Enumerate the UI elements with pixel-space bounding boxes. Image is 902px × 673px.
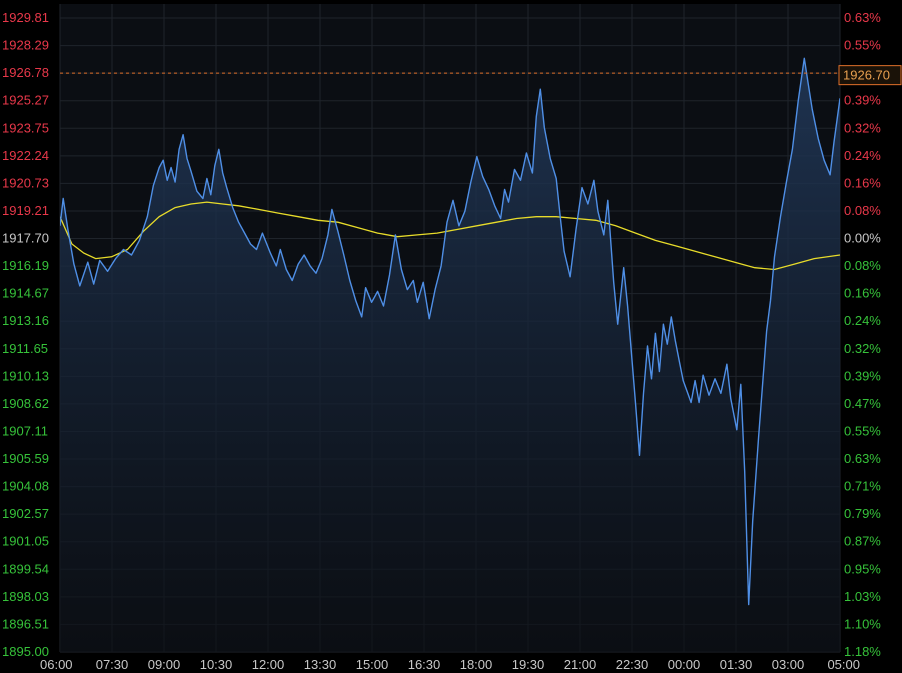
price-tick-label: 1929.81 xyxy=(2,10,49,25)
price-tick-label: 1905.59 xyxy=(2,451,49,466)
price-tick-label: 1925.27 xyxy=(2,93,49,108)
price-tick-label: 1896.51 xyxy=(2,616,49,631)
price-tick-label: 1913.16 xyxy=(2,313,49,328)
time-tick-label: 09:00 xyxy=(148,657,181,672)
price-tick-label: 1908.62 xyxy=(2,396,49,411)
percent-tick-label: 1.03% xyxy=(844,589,881,604)
percent-tick-label: 0.16% xyxy=(844,286,881,301)
percent-tick-label: 0.39% xyxy=(844,368,881,383)
percent-tick-label: 0.71% xyxy=(844,479,881,494)
price-tick-label: 1914.67 xyxy=(2,286,49,301)
percent-tick-label: 0.95% xyxy=(844,561,881,576)
price-tick-label: 1920.73 xyxy=(2,175,49,190)
current-price-box-rect xyxy=(838,65,902,86)
percent-tick-label: 0.08% xyxy=(844,203,881,218)
time-tick-label: 16:30 xyxy=(408,657,441,672)
percent-tick-label: 0.00% xyxy=(844,231,881,246)
price-tick-label: 1904.08 xyxy=(2,479,49,494)
percent-tick-label: 0.63% xyxy=(844,451,881,466)
time-tick-label: 07:30 xyxy=(96,657,129,672)
price-tick-label: 1907.11 xyxy=(2,423,48,438)
price-tick-label: 1922.24 xyxy=(2,148,49,163)
price-fill-area xyxy=(60,58,840,652)
price-tick-label: 1911.65 xyxy=(2,341,48,356)
percent-tick-label: 0.55% xyxy=(844,423,881,438)
left-price-axis: 1929.81 1928.29 1926.78 1925.27 1923.75 1922.… xyxy=(2,10,49,659)
price-tick-label: 1919.21 xyxy=(2,203,49,218)
price-tick-label: 1895.00 xyxy=(2,644,49,659)
price-tick-label: 1910.13 xyxy=(2,368,49,383)
time-tick-label: 12:00 xyxy=(252,657,285,672)
percent-tick-label: 0.63% xyxy=(844,10,881,25)
price-tick-label: 1926.78 xyxy=(2,65,49,80)
percent-tick-label: 0.24% xyxy=(844,148,881,163)
price-tick-label: 1923.75 xyxy=(2,120,49,135)
time-tick-label: 21:00 xyxy=(564,657,597,672)
time-tick-label: 13:30 xyxy=(304,657,337,672)
right-percent-axis: 0.63% 0.55% 0.47% 0.39% 0.32% 0.24% 0.16% 0.08%… xyxy=(844,10,881,659)
time-tick-label: 01:30 xyxy=(720,657,753,672)
percent-tick-label: 0.79% xyxy=(844,506,881,521)
percent-tick-label: 0.47% xyxy=(844,396,881,411)
average-line-path xyxy=(60,201,840,271)
price-area-fill xyxy=(60,58,840,652)
time-tick-label: 00:00 xyxy=(668,657,701,672)
average-line xyxy=(60,201,840,271)
price-tick-label: 1917.70 xyxy=(2,231,49,246)
percent-tick-label: 0.08% xyxy=(844,258,881,273)
percent-tick-label: 0.55% xyxy=(844,38,881,53)
time-axis: 06:00 07:30 09:00 10:30 12:00 13:30 15:00 16:30… xyxy=(40,657,860,672)
percent-tick-label: 1.18% xyxy=(844,644,881,659)
price-tick-label: 1902.57 xyxy=(2,506,49,521)
current-price-label: 1926.70 xyxy=(843,68,890,83)
price-tick-label: 1899.54 xyxy=(2,561,49,576)
price-tick-label: 1928.29 xyxy=(2,38,49,53)
price-line-path xyxy=(60,57,840,606)
percent-tick-label: 0.16% xyxy=(844,175,881,190)
price-tick-label: 1901.05 xyxy=(2,534,49,549)
current-price-box: 1926.70 xyxy=(838,65,902,86)
percent-tick-label: 0.39% xyxy=(844,93,881,108)
time-tick-label: 22:30 xyxy=(616,657,649,672)
time-tick-label: 10:30 xyxy=(200,657,233,672)
time-tick-label: 05:00 xyxy=(827,657,860,672)
percent-tick-label: 1.10% xyxy=(844,616,881,631)
time-tick-label: 06:00 xyxy=(40,657,73,672)
price-tick-label: 1916.19 xyxy=(2,258,49,273)
percent-tick-label: 0.24% xyxy=(844,313,881,328)
price-tick-label: 1898.03 xyxy=(2,589,49,604)
time-tick-label: 18:00 xyxy=(460,657,493,672)
time-tick-label: 03:00 xyxy=(772,657,805,672)
price-line xyxy=(60,57,840,606)
percent-tick-label: 0.32% xyxy=(844,120,881,135)
time-tick-label: 19:30 xyxy=(512,657,545,672)
percent-tick-label: 0.87% xyxy=(844,534,881,549)
percent-tick-label: 0.32% xyxy=(844,341,881,356)
time-tick-label: 15:00 xyxy=(356,657,389,672)
